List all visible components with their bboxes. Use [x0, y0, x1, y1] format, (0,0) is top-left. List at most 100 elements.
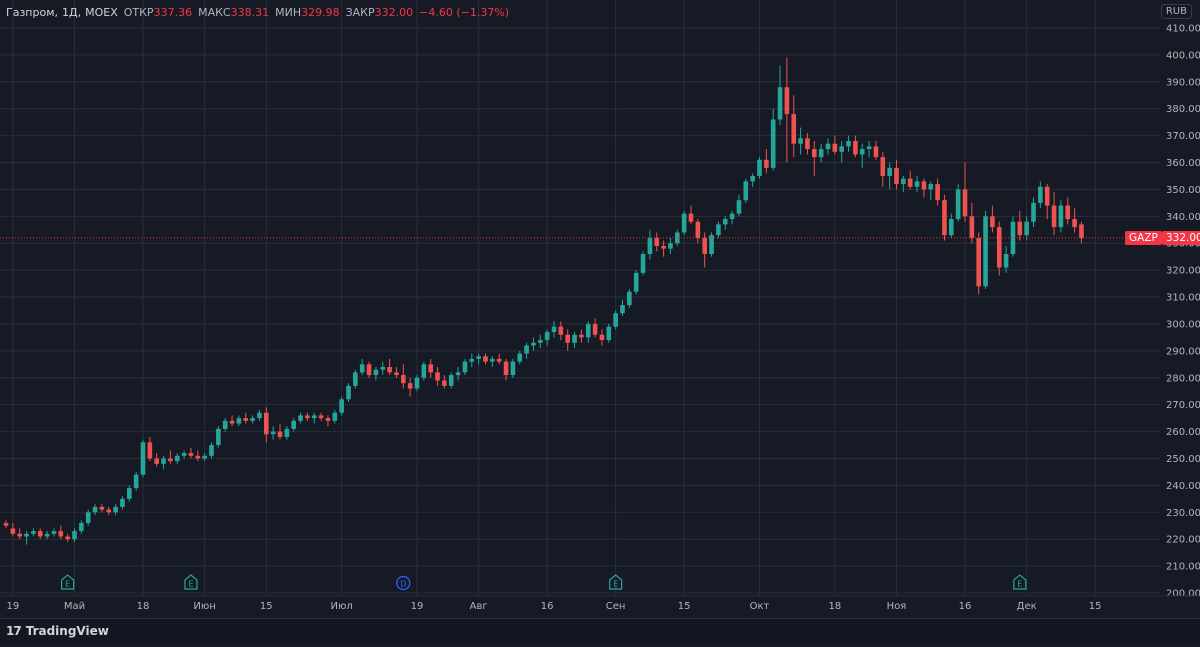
candle-body: [58, 531, 64, 537]
candle-body: [661, 245, 666, 249]
candle-body: [1038, 186, 1043, 203]
candle-body: [880, 157, 886, 176]
candle-body: [894, 167, 899, 185]
candle-body: [716, 224, 721, 236]
candle-body: [65, 536, 70, 540]
candle-body: [202, 455, 207, 459]
candle-body: [770, 119, 776, 168]
price-axis-label: 250.00: [1166, 454, 1200, 465]
candle-body: [517, 353, 523, 362]
candle-body: [558, 326, 564, 335]
candle-body: [668, 243, 673, 249]
price-axis-label: 240.00: [1166, 481, 1200, 492]
candle-body: [729, 213, 735, 220]
candle-body: [777, 87, 783, 120]
open-label: ОТКР: [123, 6, 154, 19]
candle-body: [127, 488, 132, 499]
candle-body: [373, 369, 379, 376]
price-axis-label: 210.00: [1166, 562, 1200, 573]
candle-body: [565, 334, 570, 343]
event-marker-label: E: [1017, 580, 1022, 589]
candle-body: [606, 326, 612, 341]
candle-body: [524, 345, 529, 354]
candle-body: [928, 184, 934, 190]
tradingview-logo[interactable]: 17 TradingView: [6, 624, 109, 638]
last-price-ticker-tag: GAZP: [1125, 230, 1162, 245]
candle-body: [709, 235, 714, 254]
candle-body: [962, 189, 968, 217]
time-axis-label: 16: [541, 601, 554, 612]
candle-body: [613, 313, 618, 327]
candle-body: [805, 138, 810, 150]
candle-body: [394, 372, 399, 376]
candle-body: [476, 356, 481, 359]
candle-body: [305, 415, 310, 419]
candle-body: [1010, 221, 1016, 254]
candle-body: [757, 159, 762, 176]
time-axis-label: 19: [411, 601, 424, 612]
candle-body: [37, 531, 43, 537]
symbol-legend[interactable]: Газпром, 1Д, MOEX ОТКР 337.36 МАКС 338.31 …: [6, 6, 510, 19]
candle-body: [1051, 205, 1057, 228]
time-axis-label: Июн: [193, 601, 215, 612]
currency-selector[interactable]: RUB: [1160, 4, 1192, 19]
candle-body: [442, 380, 447, 386]
tradingview-logo-text: TradingView: [25, 624, 109, 638]
time-axis-label: Окт: [750, 601, 770, 612]
price-axis-label: 230.00: [1166, 508, 1200, 519]
candle-body: [887, 167, 892, 176]
candle-body: [510, 361, 516, 376]
candle-body: [914, 181, 920, 187]
time-axis-label: 18: [828, 601, 841, 612]
candle-body: [1079, 224, 1084, 238]
candle-body: [743, 181, 749, 201]
candle-body: [339, 399, 344, 413]
candle-body: [448, 375, 454, 386]
event-marker-label: E: [65, 580, 70, 589]
time-axis-label: Ноя: [887, 601, 907, 612]
close-label: ЗАКР: [345, 6, 375, 19]
candle-body: [222, 420, 228, 429]
candle-body: [907, 178, 913, 187]
candle-body: [1017, 221, 1023, 236]
candle-body: [640, 254, 646, 273]
candle-body: [462, 361, 468, 373]
candle-body: [174, 455, 180, 462]
candle-body: [544, 332, 550, 341]
candle-body: [346, 385, 351, 400]
candle-body: [996, 227, 1002, 268]
candle-body: [579, 334, 584, 338]
close-value: 332.00: [374, 6, 414, 19]
candle-body: [620, 305, 625, 314]
candle-body: [407, 383, 413, 389]
candle-body: [572, 334, 577, 343]
price-axis-label: 390.00: [1166, 77, 1200, 88]
candle-body: [832, 143, 838, 152]
price-axis-label: 320.00: [1166, 266, 1200, 277]
candle-body: [106, 509, 112, 513]
time-axis-label: Май: [64, 601, 85, 612]
low-label: МИН: [275, 6, 302, 19]
price-axis-label: 400.00: [1166, 50, 1200, 61]
candle-body: [250, 418, 255, 421]
candle-body: [688, 213, 694, 222]
candle-body: [585, 323, 591, 338]
candle-body: [428, 364, 433, 373]
price-axis-label: 200.00: [1166, 589, 1200, 600]
price-axis-label: 260.00: [1166, 427, 1200, 438]
candle-body: [325, 418, 331, 421]
candle-body: [702, 237, 707, 254]
price-axis-label: 360.00: [1166, 158, 1200, 169]
time-axis-label: Июл: [331, 601, 353, 612]
earnings-marker-icon: [184, 574, 198, 590]
candle-body: [503, 361, 509, 376]
candle-body: [873, 146, 879, 158]
price-axis-label: 270.00: [1166, 400, 1200, 411]
candle-body: [1031, 202, 1036, 222]
candle-body: [633, 272, 639, 292]
candle-body: [1058, 205, 1064, 228]
candle-body: [318, 415, 324, 419]
price-axis-label: 380.00: [1166, 104, 1200, 115]
